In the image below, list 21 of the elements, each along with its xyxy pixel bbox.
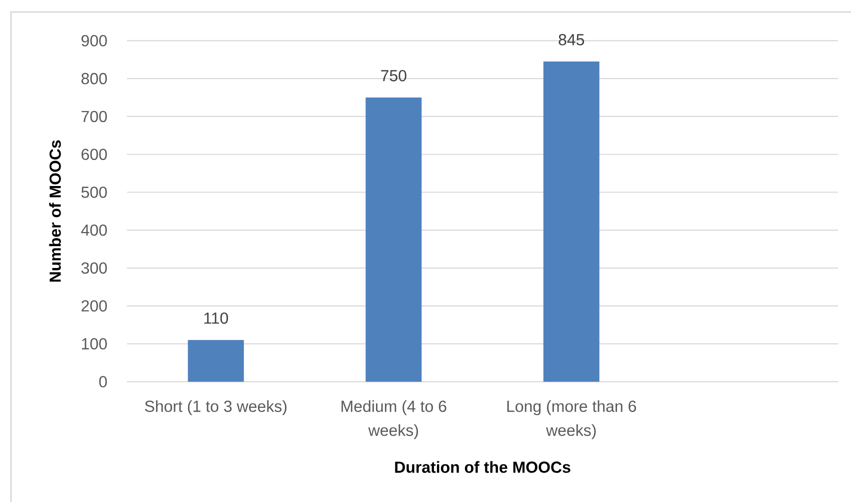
bar (543, 62, 600, 382)
x-tick-label: Long (more than 6 weeks) (507, 400, 636, 440)
y-tick-label: 600 (82, 148, 107, 160)
data-label: 750 (381, 70, 406, 82)
x-tick-label: Medium (4 to 6 weeks) (342, 400, 446, 440)
x-tick-label: Short (1 to 3 weeks) (145, 400, 286, 416)
y-tick-label: 900 (82, 35, 107, 46)
data-label: 110 (204, 312, 228, 324)
y-tick-label: 700 (82, 110, 107, 122)
bar (188, 340, 244, 382)
y-tick-label: 200 (82, 300, 107, 312)
y-tick-label: 100 (82, 338, 107, 350)
y-tick-label: 400 (81, 224, 107, 236)
y-axis-title: Number of MOOCs (49, 140, 61, 282)
y-tick-label: 300 (81, 262, 107, 274)
y-tick-label: 0 (99, 376, 107, 388)
data-label: 845 (558, 34, 584, 46)
y-tick-label: 800 (81, 72, 107, 84)
y-tick-label: 500 (81, 186, 107, 198)
x-axis-title: Duration of the MOOCs (395, 461, 570, 473)
bar (366, 98, 422, 382)
